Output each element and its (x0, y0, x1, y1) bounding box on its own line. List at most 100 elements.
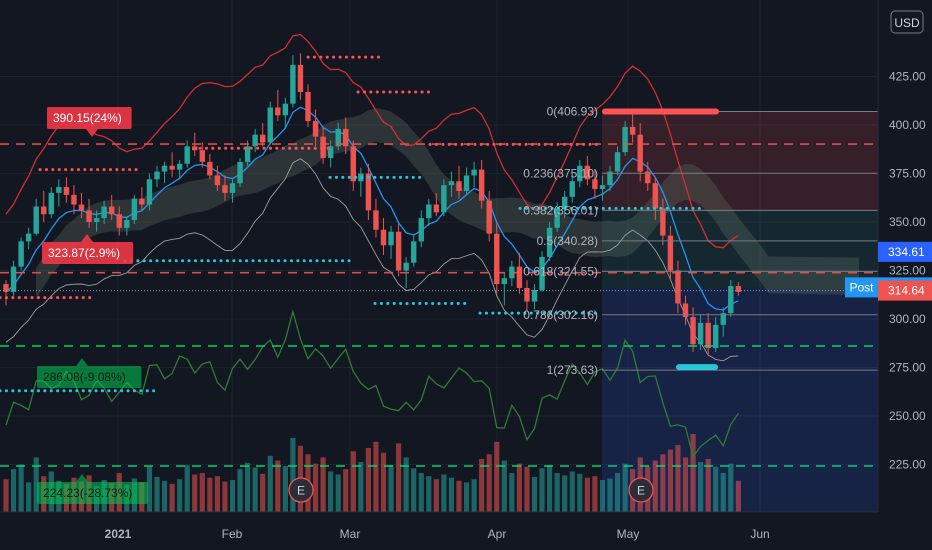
candle-body (154, 171, 160, 180)
volume-bar (554, 473, 560, 512)
candle (25, 227, 32, 250)
candle (682, 295, 689, 325)
volume-bar (599, 480, 606, 512)
candle-body (599, 185, 606, 190)
candle (411, 235, 417, 267)
candle-body (131, 198, 138, 221)
candle-body (494, 233, 500, 285)
candle-body (207, 161, 213, 176)
price-tag-label: 314.64 (888, 284, 925, 298)
candle-body (539, 256, 545, 290)
volume-bar (229, 480, 236, 512)
candle-body (124, 220, 130, 228)
candle-body (176, 163, 183, 170)
volume-bar (146, 466, 153, 512)
volume-bar (335, 474, 341, 512)
candle (614, 146, 621, 176)
price-tick-label: 350.00 (889, 215, 926, 229)
volume-bar (403, 457, 409, 512)
candle (237, 157, 243, 188)
candle (56, 179, 62, 207)
candle (350, 140, 356, 191)
volume-bar (312, 463, 319, 512)
candle-body (577, 165, 583, 182)
candle-body (735, 286, 742, 292)
volume-bar (705, 458, 711, 512)
candle (494, 222, 500, 294)
candle-body (312, 121, 319, 137)
candle-body (682, 303, 689, 318)
post-market-box (845, 277, 878, 298)
currency-badge[interactable]: USD (890, 10, 924, 34)
volume-bar (388, 465, 394, 512)
candle-body (546, 227, 553, 257)
candle-body (728, 286, 734, 314)
candle (501, 272, 507, 306)
fibonacci-retracement: 0(406.93) 0.236(375.10) 0.382(356.01) 0.5(3… (523, 105, 878, 377)
candle (388, 225, 394, 259)
volume-bar (524, 466, 530, 512)
candle-body (109, 206, 115, 215)
candle-body (607, 171, 613, 186)
volume-bar (516, 463, 522, 512)
volume-bar (33, 457, 39, 512)
price-axis[interactable]: 225.00 250.00 275.00 300.00 325.00 350.00 375.… (845, 0, 932, 550)
candle-body (486, 200, 492, 234)
volume-bar (486, 454, 492, 512)
candle (705, 313, 711, 356)
volume-bar (10, 469, 17, 512)
volume-bar (418, 473, 424, 512)
candle-body (652, 183, 658, 209)
candle-body (365, 173, 372, 211)
price-tick-label: 250.00 (889, 409, 926, 423)
volume-bar (614, 473, 621, 512)
price-tick-label: 400.00 (889, 118, 926, 132)
candle-body (501, 278, 507, 285)
volume-bar (592, 476, 598, 512)
candle (697, 315, 704, 351)
candle (161, 161, 168, 184)
ichimoku-cloud (36, 108, 859, 300)
candle-body (592, 179, 598, 190)
level-tag-label: 224.23(-28.73%) (43, 486, 132, 500)
candle-body (260, 134, 266, 143)
candle (622, 121, 628, 157)
candle-body (252, 134, 258, 147)
level-tag-box (47, 107, 132, 129)
candle (260, 123, 266, 147)
candle (267, 101, 273, 145)
time-tick-label: Feb (222, 527, 243, 541)
candle-body (25, 233, 32, 242)
volume-bar (26, 482, 32, 512)
candle-body (282, 103, 289, 116)
level-tag-pointer (76, 358, 88, 366)
candle-body (622, 126, 628, 153)
volume-bar (713, 466, 719, 512)
candle-body (713, 324, 719, 349)
candle-body (169, 165, 175, 170)
volume-bar (350, 451, 356, 512)
candle (290, 55, 296, 108)
candle (222, 175, 228, 201)
time-axis[interactable]: 2021 Feb Mar Apr May Jun (0, 511, 878, 541)
candle-body (297, 64, 304, 93)
candle-body (720, 313, 726, 325)
price-tag: 314.64 (878, 280, 932, 301)
candle-body (697, 322, 704, 345)
candle (335, 123, 341, 151)
volume-bar (471, 479, 477, 512)
currency-label: USD (894, 16, 920, 30)
candle-body (199, 150, 205, 162)
candle-body (426, 204, 432, 219)
earnings-marker-circle (288, 477, 314, 503)
level-tag-box (37, 366, 142, 388)
zone-box-green (602, 210, 878, 288)
candle-body (388, 231, 394, 246)
price-axis-background (878, 0, 932, 550)
candle (478, 159, 485, 209)
candle (327, 140, 334, 168)
candle-body (690, 317, 696, 345)
price-tick-label: 425.00 (889, 70, 926, 84)
candle (456, 165, 462, 199)
